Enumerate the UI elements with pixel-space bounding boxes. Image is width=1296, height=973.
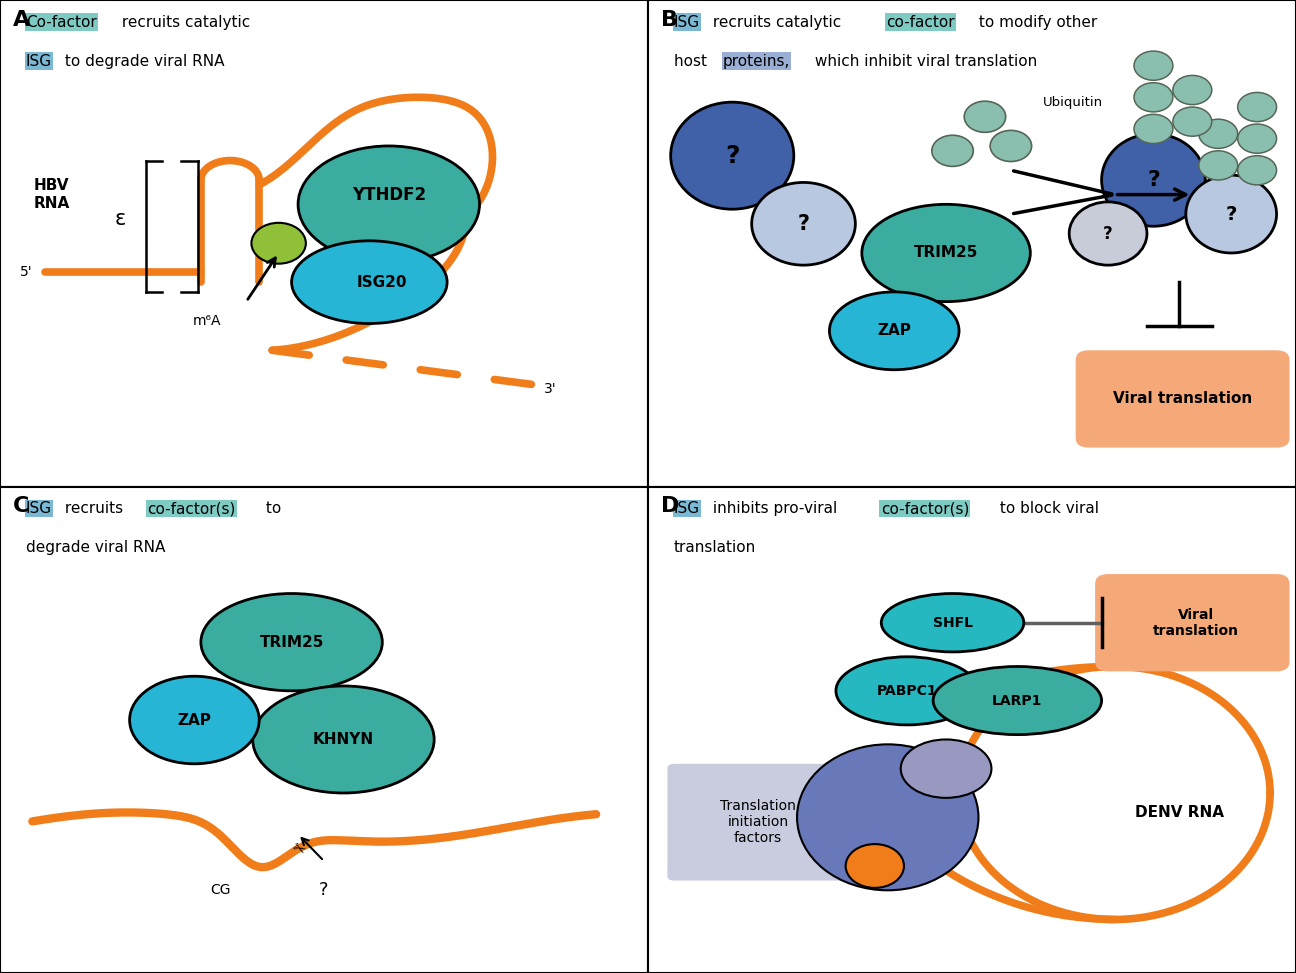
Ellipse shape <box>130 676 259 764</box>
Circle shape <box>1134 83 1173 112</box>
Ellipse shape <box>292 241 447 323</box>
Text: to block viral: to block viral <box>995 501 1099 516</box>
Text: m⁶A: m⁶A <box>193 314 222 328</box>
Circle shape <box>1173 76 1212 105</box>
Text: PABPC1: PABPC1 <box>877 684 937 698</box>
Text: TRIM25: TRIM25 <box>259 634 324 650</box>
Ellipse shape <box>752 183 855 265</box>
Text: ?: ? <box>1147 170 1160 190</box>
Text: LARP1: LARP1 <box>993 694 1042 707</box>
Ellipse shape <box>201 594 382 691</box>
Ellipse shape <box>1186 175 1277 253</box>
Circle shape <box>1238 156 1277 185</box>
Ellipse shape <box>253 686 434 793</box>
Text: ?: ? <box>724 144 740 167</box>
Text: ISG: ISG <box>26 54 52 68</box>
Text: ISG: ISG <box>674 15 700 29</box>
Text: 5': 5' <box>19 266 32 279</box>
Text: co-factor: co-factor <box>886 15 954 29</box>
Text: HBV
RNA: HBV RNA <box>34 178 70 211</box>
Text: TRIM25: TRIM25 <box>914 245 978 261</box>
Text: recruits catalytic: recruits catalytic <box>708 15 846 29</box>
Text: Viral translation: Viral translation <box>1113 391 1252 407</box>
Text: host: host <box>674 54 712 68</box>
Ellipse shape <box>862 204 1030 302</box>
Text: ?: ? <box>1103 225 1113 242</box>
Text: which inhibit viral translation: which inhibit viral translation <box>810 54 1037 68</box>
Text: A: A <box>13 10 30 30</box>
Ellipse shape <box>1069 202 1147 265</box>
Ellipse shape <box>933 667 1102 735</box>
Text: YTHDF2: YTHDF2 <box>351 186 426 203</box>
Circle shape <box>1134 114 1173 144</box>
Text: Co-factor: Co-factor <box>26 15 97 29</box>
Text: ε: ε <box>114 209 126 229</box>
Text: ISG: ISG <box>26 501 52 516</box>
Text: ZAP: ZAP <box>178 712 211 728</box>
Text: ISG: ISG <box>674 501 700 516</box>
Ellipse shape <box>298 146 480 263</box>
Text: CG: CG <box>210 883 231 897</box>
Circle shape <box>845 844 903 887</box>
Text: to: to <box>262 501 281 516</box>
Ellipse shape <box>836 657 978 725</box>
Circle shape <box>1199 151 1238 180</box>
Circle shape <box>1238 92 1277 122</box>
Ellipse shape <box>829 292 959 370</box>
Text: C: C <box>13 496 30 517</box>
Text: degrade viral RNA: degrade viral RNA <box>26 540 166 555</box>
Text: co-factor(s): co-factor(s) <box>881 501 969 516</box>
Circle shape <box>1173 107 1212 136</box>
Text: Ubiquitin: Ubiquitin <box>1043 95 1103 109</box>
Text: D: D <box>661 496 679 517</box>
Text: ISG20: ISG20 <box>358 274 407 290</box>
Text: 3': 3' <box>544 382 557 396</box>
Text: ?: ? <box>319 882 329 899</box>
FancyBboxPatch shape <box>1095 574 1290 671</box>
Text: proteins,: proteins, <box>723 54 791 68</box>
Text: SHFL: SHFL <box>933 616 972 630</box>
Text: DENV RNA: DENV RNA <box>1135 805 1223 820</box>
Circle shape <box>932 135 973 166</box>
Ellipse shape <box>901 739 991 798</box>
Text: recruits catalytic: recruits catalytic <box>117 15 250 29</box>
FancyBboxPatch shape <box>1076 350 1290 448</box>
Ellipse shape <box>1102 133 1205 226</box>
Text: ✂: ✂ <box>289 840 307 858</box>
FancyBboxPatch shape <box>667 764 849 881</box>
Text: co-factor(s): co-factor(s) <box>148 501 236 516</box>
Text: Viral
translation: Viral translation <box>1152 607 1239 638</box>
Text: to modify other: to modify other <box>975 15 1098 29</box>
Text: translation: translation <box>674 540 756 555</box>
Circle shape <box>251 223 306 264</box>
Text: ZAP: ZAP <box>877 323 911 339</box>
Circle shape <box>1238 124 1277 153</box>
Text: ?: ? <box>797 214 810 234</box>
Text: inhibits pro-viral: inhibits pro-viral <box>708 501 842 516</box>
Circle shape <box>964 101 1006 132</box>
Text: Translation
initiation
factors: Translation initiation factors <box>721 799 796 846</box>
Circle shape <box>1199 119 1238 148</box>
Ellipse shape <box>881 594 1024 652</box>
Ellipse shape <box>671 102 793 209</box>
Text: to degrade viral RNA: to degrade viral RNA <box>60 54 224 68</box>
Circle shape <box>990 130 1032 162</box>
Text: recruits: recruits <box>60 501 127 516</box>
Ellipse shape <box>797 744 978 890</box>
Circle shape <box>1134 51 1173 81</box>
Text: B: B <box>661 10 678 30</box>
Text: KHNYN: KHNYN <box>312 732 375 747</box>
Text: ?: ? <box>1226 204 1236 224</box>
